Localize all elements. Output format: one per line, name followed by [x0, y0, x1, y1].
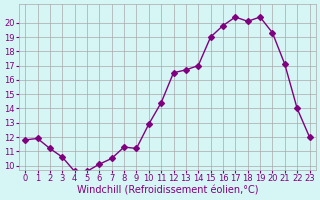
X-axis label: Windchill (Refroidissement éolien,°C): Windchill (Refroidissement éolien,°C): [76, 186, 258, 196]
